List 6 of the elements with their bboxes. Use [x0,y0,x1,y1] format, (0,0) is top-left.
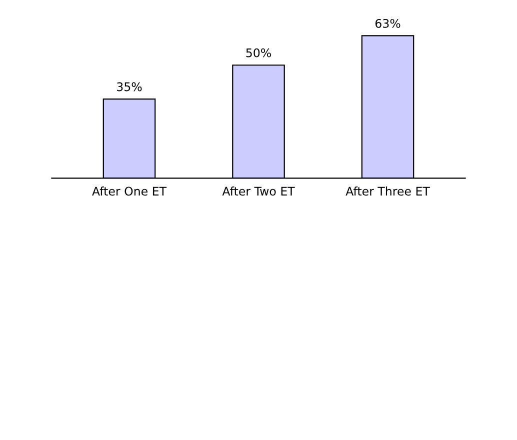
data-label: 63% [375,18,400,28]
x-tick-label: After Three ET [346,186,430,196]
x-tick-label: After Two ET [222,186,295,196]
data-label: 50% [246,48,271,58]
data-label: 35% [117,82,142,92]
x-tick-label: After One ET [92,186,167,196]
